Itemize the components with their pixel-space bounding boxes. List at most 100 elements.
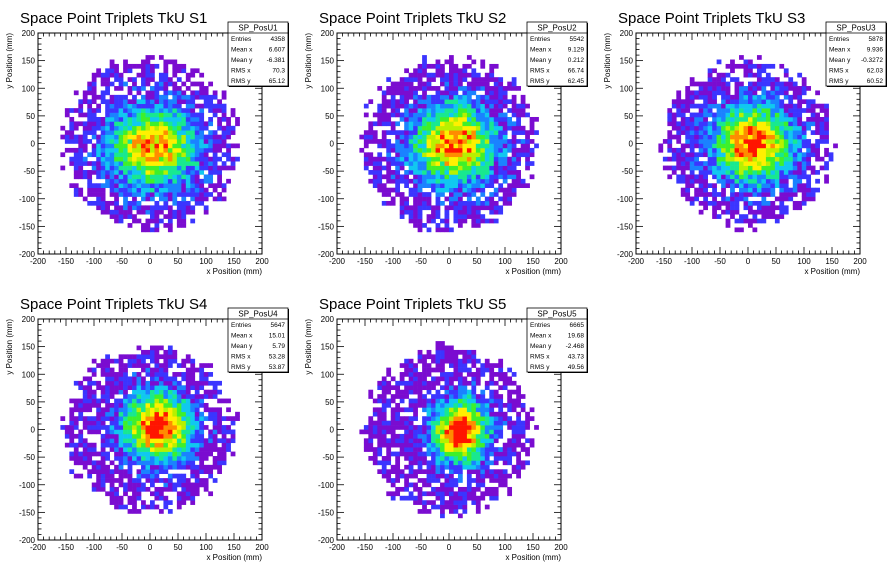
heatmap-cell xyxy=(783,72,789,78)
heatmap-cell xyxy=(712,77,717,82)
stats-label: RMS x xyxy=(530,68,550,75)
heatmap-cell xyxy=(390,103,396,109)
heatmap-cell xyxy=(212,170,218,175)
heatmap-cell xyxy=(489,170,495,175)
heatmap-cell xyxy=(761,134,767,140)
heatmap-cell xyxy=(118,464,124,470)
heatmap-cell xyxy=(422,509,427,514)
heatmap-cell xyxy=(109,161,115,166)
heatmap-cell xyxy=(87,460,93,466)
heatmap-cell xyxy=(69,108,75,113)
heatmap-cell xyxy=(208,429,214,435)
heatmap-cell xyxy=(484,161,490,166)
heatmap-cell xyxy=(676,147,682,153)
heatmap-cell xyxy=(413,429,418,435)
heatmap-cell xyxy=(408,143,414,149)
heatmap-cell xyxy=(748,134,753,140)
heatmap-cell xyxy=(176,504,182,510)
heatmap-cell xyxy=(475,161,481,166)
heatmap-cell xyxy=(399,433,405,439)
stats-label: Mean y xyxy=(829,57,851,64)
heatmap-cell xyxy=(422,72,427,78)
x-tick-label: 0 xyxy=(447,257,452,266)
heatmap-cell xyxy=(381,473,387,479)
heatmap-cell xyxy=(756,134,762,140)
heatmap-cell xyxy=(698,183,704,188)
heatmap-cell xyxy=(87,380,93,386)
heatmap-cell xyxy=(756,86,762,91)
heatmap-cell xyxy=(145,394,151,399)
heatmap-cell xyxy=(408,447,414,452)
heatmap-cell xyxy=(381,420,387,426)
heatmap-cell xyxy=(150,429,155,435)
heatmap-cell xyxy=(685,156,691,162)
heatmap-cell xyxy=(118,178,124,184)
heatmap-cell xyxy=(743,192,749,197)
heatmap-cell xyxy=(181,447,187,452)
heatmap-cell xyxy=(64,442,70,448)
heatmap-cell xyxy=(761,143,767,149)
heatmap-cell xyxy=(172,94,178,100)
heatmap-cell xyxy=(109,214,115,219)
heatmap-cell xyxy=(132,147,137,153)
heatmap-cell xyxy=(426,205,432,211)
heatmap-cell xyxy=(221,116,227,122)
heatmap-cell xyxy=(493,187,499,193)
heatmap-cell xyxy=(217,389,222,395)
heatmap-cell xyxy=(190,460,196,466)
heatmap-cell xyxy=(734,147,740,153)
heatmap-cell xyxy=(123,367,128,373)
heatmap-cell xyxy=(105,411,110,417)
heatmap-cell xyxy=(417,509,423,514)
heatmap-cell xyxy=(145,504,151,510)
heatmap-cell xyxy=(190,187,196,193)
heatmap-cell xyxy=(91,200,97,206)
heatmap-cell xyxy=(788,152,794,158)
heatmap-cell xyxy=(386,460,392,466)
heatmap-cell xyxy=(725,86,731,91)
heatmap-cell xyxy=(698,165,704,171)
heatmap-cell xyxy=(118,402,124,408)
heatmap-cell xyxy=(127,143,133,149)
heatmap-cell xyxy=(114,464,119,470)
heatmap-cell xyxy=(87,200,93,206)
heatmap-cell xyxy=(363,112,369,118)
heatmap-cell xyxy=(466,161,472,166)
heatmap-cell xyxy=(457,183,463,188)
heatmap-cell xyxy=(163,469,169,474)
heatmap-cell xyxy=(417,451,423,457)
heatmap-cell xyxy=(444,214,450,219)
heatmap-cell xyxy=(123,442,128,448)
heatmap-cell xyxy=(716,152,722,158)
heatmap-cell xyxy=(399,363,405,368)
heatmap-cell xyxy=(707,143,713,149)
heatmap-cell xyxy=(154,165,160,171)
heatmap-cell xyxy=(426,227,432,233)
heatmap-cell xyxy=(404,438,409,444)
y-axis-title: y Position (mm) xyxy=(5,33,14,89)
heatmap-cell xyxy=(212,456,218,461)
heatmap-cell xyxy=(91,429,97,435)
heatmap-cell xyxy=(172,407,178,413)
x-axis-title: x Position (mm) xyxy=(206,267,262,276)
heatmap-cell xyxy=(136,380,142,386)
heatmap-cell xyxy=(78,143,84,149)
heatmap-cell xyxy=(118,504,124,510)
heatmap-cell xyxy=(154,121,160,127)
heatmap-cell xyxy=(114,416,119,421)
heatmap-cell xyxy=(176,156,182,162)
heatmap-cell xyxy=(422,170,427,175)
heatmap-cells xyxy=(60,345,240,514)
heatmap-cell xyxy=(91,416,97,421)
heatmap-cell xyxy=(123,139,128,144)
heatmap-cell xyxy=(109,429,115,435)
heatmap-cell xyxy=(190,473,196,479)
heatmap-cell xyxy=(154,358,160,364)
heatmap-cell xyxy=(150,447,155,452)
heatmap-cell xyxy=(810,143,816,149)
heatmap-cell xyxy=(698,139,704,144)
heatmap-cell xyxy=(507,200,513,206)
heatmap-cell xyxy=(417,200,423,206)
heatmap-cell xyxy=(163,349,169,355)
